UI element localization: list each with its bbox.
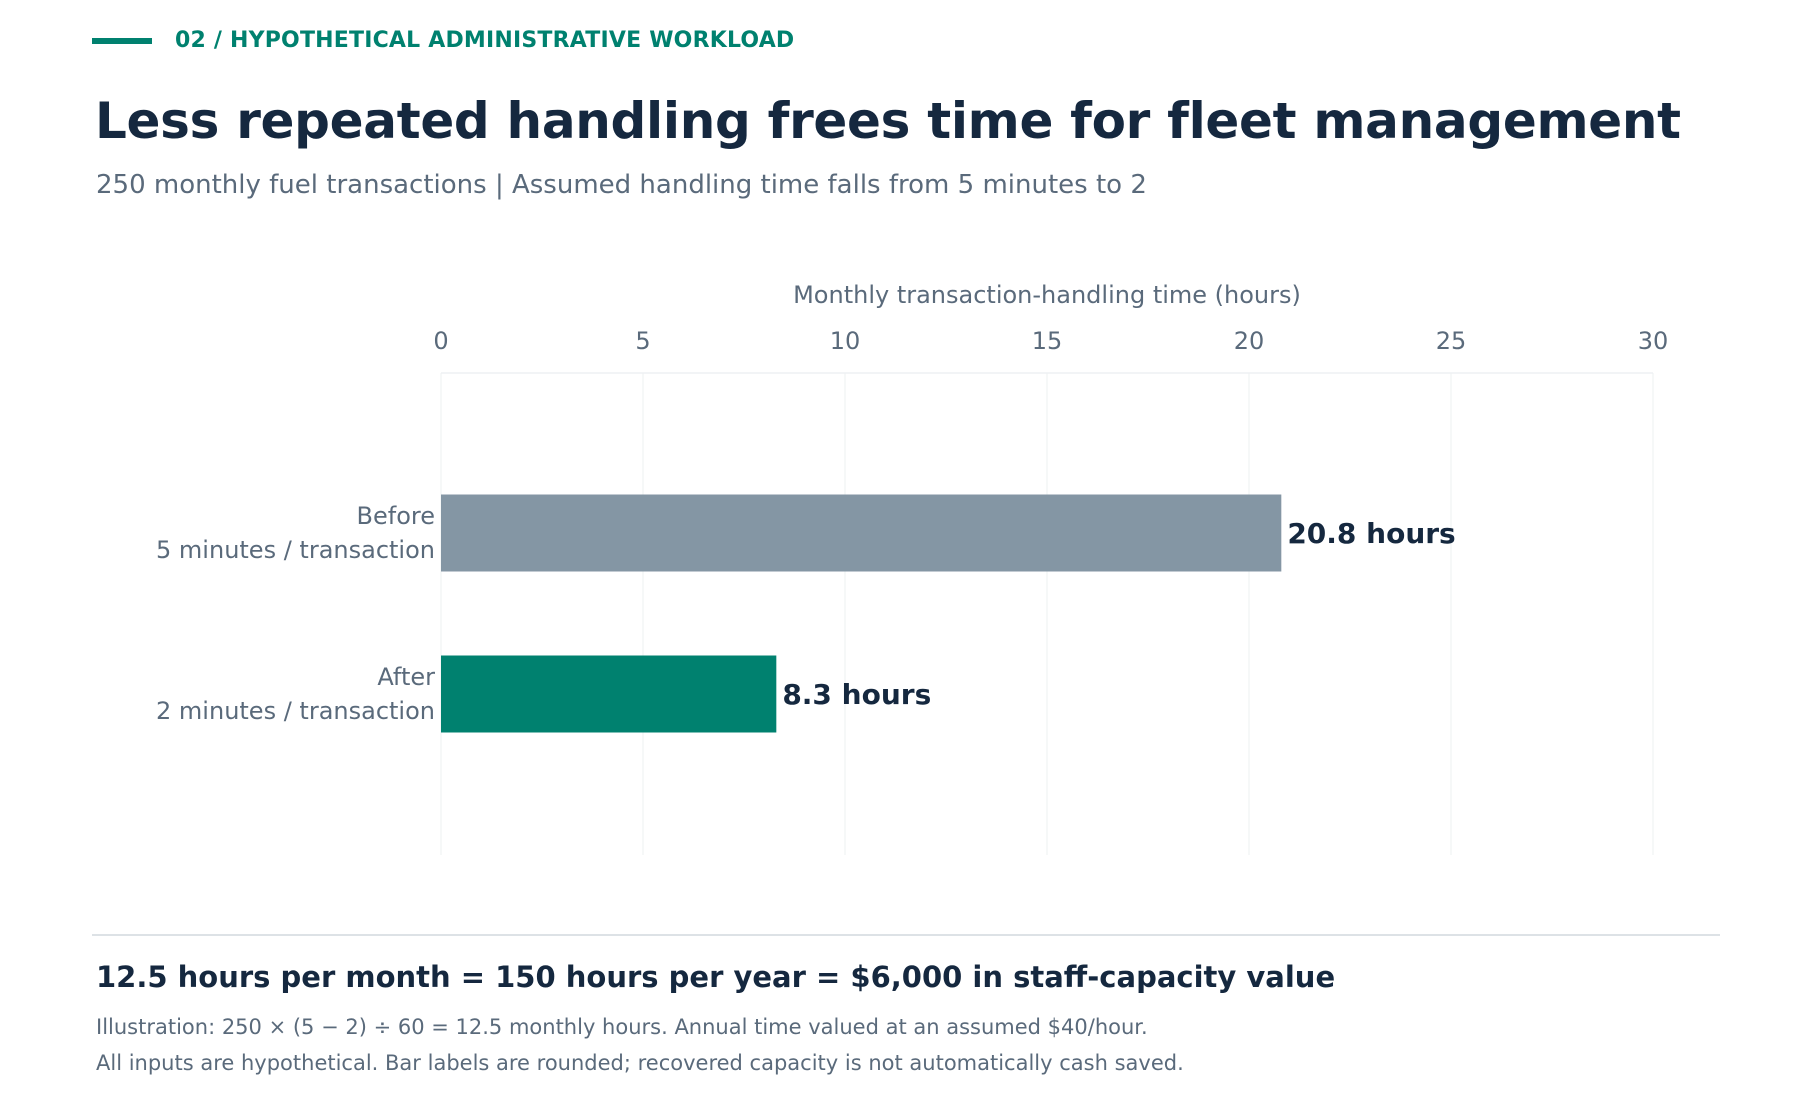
- x-tick-label: 0: [433, 327, 448, 355]
- kicker: 02 / HYPOTHETICAL ADMINISTRATIVE WORKLOA…: [92, 28, 794, 53]
- category-labels: Before 5 minutes / transaction After 2 minu…: [156, 502, 435, 725]
- category-sublabel-after: 2 minutes / transaction: [156, 697, 435, 725]
- page-subtitle: 250 monthly fuel transactions | Assumed …: [96, 170, 1147, 200]
- kicker-accent-line: [92, 37, 152, 44]
- footnote-calculation: Illustration: 250 × (5 − 2) ÷ 60 = 12.5 …: [96, 1015, 1148, 1039]
- value-label-before: 20.8 hours: [1287, 517, 1455, 550]
- x-tick-label: 10: [830, 327, 861, 355]
- footnote-disclaimer: All inputs are hypothetical. Bar labels …: [96, 1051, 1184, 1075]
- x-tick-label: 25: [1436, 327, 1467, 355]
- bar-before: [441, 494, 1282, 572]
- value-label-after: 8.3 hours: [782, 678, 931, 711]
- x-tick-label: 15: [1032, 327, 1063, 355]
- category-label-after: After: [377, 663, 435, 691]
- bar-after: [441, 655, 777, 733]
- bar-chart: Monthly transaction-handling time (hours…: [156, 281, 1668, 855]
- category-label-before: Before: [357, 502, 435, 530]
- kicker-text: 02 / HYPOTHETICAL ADMINISTRATIVE WORKLOA…: [175, 28, 795, 53]
- category-sublabel-before: 5 minutes / transaction: [156, 536, 435, 564]
- bars: 20.8 hours 8.3 hours: [441, 494, 1456, 733]
- x-tick-label: 5: [635, 327, 650, 355]
- footer-divider: [92, 934, 1720, 936]
- page-title: Less repeated handling frees time for fl…: [95, 92, 1681, 150]
- x-tick-label: 20: [1234, 327, 1265, 355]
- summary-text: 12.5 hours per month = 150 hours per yea…: [96, 960, 1336, 994]
- x-tick-label: 30: [1638, 327, 1669, 355]
- x-axis-title: Monthly transaction-handling time (hours…: [793, 281, 1301, 309]
- x-axis-ticks: 0 5 10 15 20 25 30: [433, 327, 1668, 355]
- gridlines: [440, 372, 1654, 855]
